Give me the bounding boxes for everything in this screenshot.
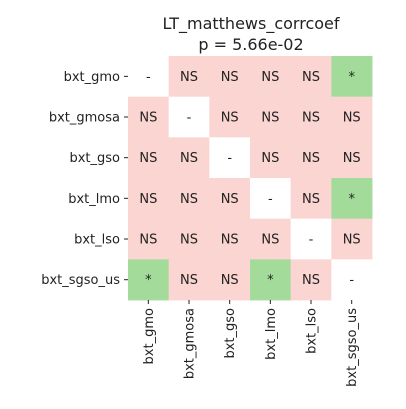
col-tick-label: bxt_lso xyxy=(305,308,320,354)
col-tick-labels: bxt_gmo bxt_gmosa bxt_gso bxt_lmo bxt_lso bxt… xyxy=(142,300,360,387)
row-tick-label: bxt_gmosa xyxy=(49,111,120,126)
row-tick-label: bxt_lso xyxy=(74,233,120,248)
cell-value-label: NS xyxy=(343,233,361,248)
heatmap-cell xyxy=(290,96,332,138)
heatmap-cell xyxy=(290,56,332,98)
cell-value-label: NS xyxy=(221,233,239,248)
heatmap-cell xyxy=(209,259,251,301)
heatmap-cell xyxy=(168,178,210,220)
cell-value-label: * xyxy=(145,273,152,288)
heatmap-cell xyxy=(209,178,251,220)
row-tick-labels: bxt_gmo bxt_gmosa bxt_gso bxt_lmo bxt_lsobxt… xyxy=(41,70,128,288)
cell-value-label: NS xyxy=(343,151,361,166)
heatmap-cell xyxy=(128,178,170,220)
heatmap-cell xyxy=(209,218,251,260)
cell-value-label: NS xyxy=(139,111,157,126)
heatmap-cell xyxy=(250,259,292,301)
cell-value-label: NS xyxy=(221,273,239,288)
cell-value-label: * xyxy=(348,70,355,85)
cell-value-label: - xyxy=(268,192,273,207)
heatmap-cell xyxy=(128,259,170,301)
row-tick-label: bxt_lmo xyxy=(68,192,120,207)
heatmap-cell xyxy=(250,96,292,138)
cell-value-label: - xyxy=(146,70,151,85)
cell-value-label: NS xyxy=(139,192,157,207)
cell-value-label: NS xyxy=(221,111,239,126)
heatmap-cell xyxy=(250,137,292,179)
heatmap-cell xyxy=(209,96,251,138)
heatmap-cell xyxy=(128,96,170,138)
col-tick-label: bxt_gso xyxy=(223,308,238,359)
heatmap-cell xyxy=(250,218,292,260)
cell-value-label: * xyxy=(348,192,355,207)
chart-title: LT_matthews_corrcoef xyxy=(163,14,340,34)
cell-value-label: - xyxy=(349,273,354,288)
heatmap-cell xyxy=(331,259,373,301)
cell-value-label: NS xyxy=(261,111,279,126)
cell-value-label: - xyxy=(227,151,232,166)
heatmap-cell xyxy=(168,137,210,179)
row-tick-label: bxt_gso xyxy=(69,151,120,166)
heatmap-cell xyxy=(290,178,332,220)
heatmap-cell xyxy=(290,218,332,260)
cell-value-label: NS xyxy=(180,151,198,166)
heatmap-cell xyxy=(331,137,373,179)
heatmap-cell xyxy=(209,56,251,98)
heatmap-cell xyxy=(331,56,373,98)
row-tick-label: bxt_sgso_us xyxy=(41,273,120,288)
cell-value-label: NS xyxy=(302,192,320,207)
cell-value-label: NS xyxy=(302,273,320,288)
heatmap-cell xyxy=(331,96,373,138)
cell-value-label: - xyxy=(187,111,192,126)
cell-value-label: NS xyxy=(221,70,239,85)
cell-value-label: NS xyxy=(261,233,279,248)
heatmap-cell xyxy=(290,137,332,179)
heatmap-cell xyxy=(250,178,292,220)
cell-value-label: NS xyxy=(139,233,157,248)
col-tick-label: bxt_sgso_us xyxy=(345,308,360,387)
heatmap-cell xyxy=(331,178,373,220)
heatmap-cell xyxy=(128,137,170,179)
col-tick-label: bxt_gmosa xyxy=(183,308,198,379)
cell-value-label: * xyxy=(267,273,274,288)
heatmap-cell xyxy=(250,56,292,98)
cell-value-label: NS xyxy=(180,233,198,248)
cell-value-label: NS xyxy=(302,111,320,126)
cell-value-label: NS xyxy=(343,111,361,126)
heatmap-cell xyxy=(209,137,251,179)
row-tick-label: bxt_gmo xyxy=(64,70,120,85)
heatmap-cell xyxy=(168,96,210,138)
heatmap-cell xyxy=(168,259,210,301)
heatmap-cell xyxy=(168,218,210,260)
cell-value-label: NS xyxy=(302,70,320,85)
col-tick-label: bxt_gmo xyxy=(142,308,157,364)
heatmap-cell xyxy=(128,56,170,98)
heatmap-cell xyxy=(331,218,373,260)
heatmap-cells: - NS NS NS NS * NS - NS NS NS NS NS NS - NS NS NS NS NS NS - N… xyxy=(128,56,373,301)
chart-subtitle: p = 5.66e-02 xyxy=(198,35,303,54)
cell-value-label: NS xyxy=(139,151,157,166)
heatmap-cell xyxy=(168,56,210,98)
cell-value-label: NS xyxy=(221,192,239,207)
heatmap-cell xyxy=(290,259,332,301)
cell-value-label: NS xyxy=(302,151,320,166)
cell-value-label: - xyxy=(309,233,314,248)
cell-value-label: NS xyxy=(261,70,279,85)
heatmap-cell xyxy=(128,218,170,260)
cell-value-label: NS xyxy=(180,70,198,85)
cell-value-label: NS xyxy=(180,192,198,207)
cell-value-label: NS xyxy=(261,151,279,166)
cell-value-label: NS xyxy=(180,273,198,288)
col-tick-label: bxt_lmo xyxy=(264,308,279,360)
